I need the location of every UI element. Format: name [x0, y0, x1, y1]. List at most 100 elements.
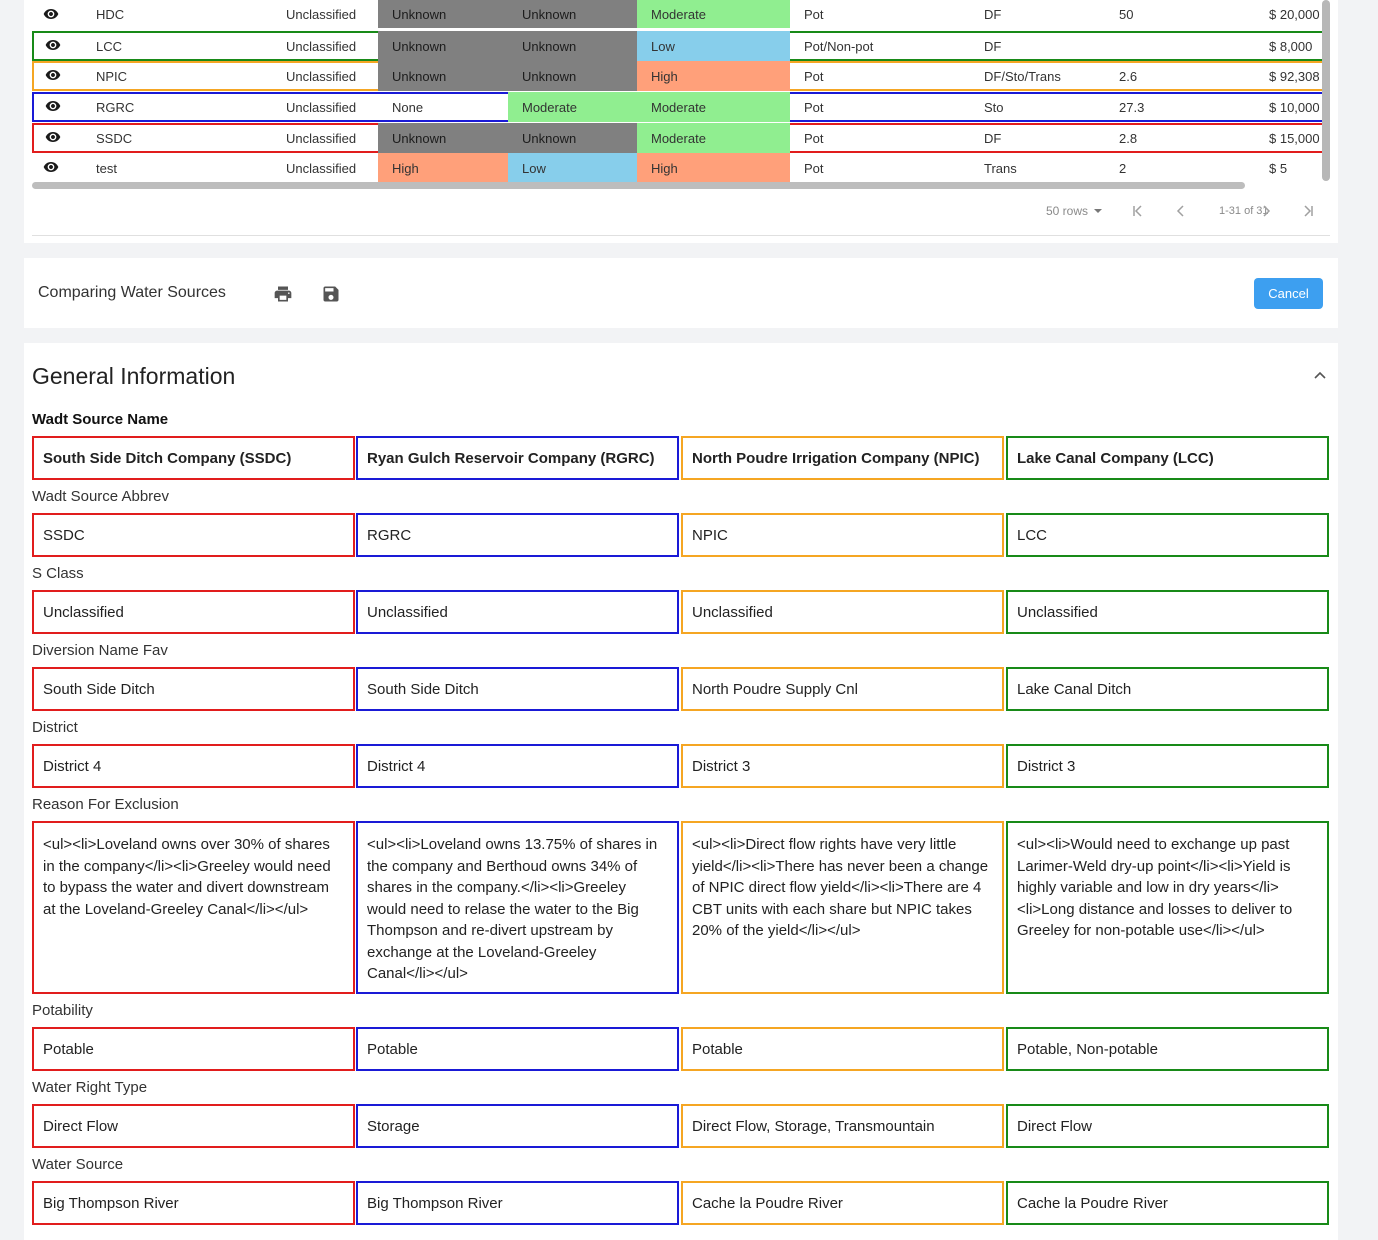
eye-icon[interactable] — [42, 67, 64, 83]
field-value-text: <ul><li>Direct flow rights have very lit… — [692, 836, 989, 939]
table-cell-pot: Pot — [804, 6, 824, 22]
field-label: Wadt Source Name — [32, 411, 169, 428]
field-value: Big Thompson River — [356, 1181, 679, 1225]
field-value-text: RGRC — [367, 526, 412, 544]
table-cell-s-class: Unclassified — [286, 99, 357, 115]
water-sources-table-card: HDC Unclassified Unknown Unknown Moderate Pot… — [24, 0, 1338, 243]
field-value: <ul><li>Would need to exchange up past L… — [1006, 821, 1329, 994]
eye-icon[interactable] — [42, 129, 64, 145]
field-value-text: District 4 — [367, 757, 426, 775]
table-row[interactable]: HDC Unclassified Unknown Unknown Moderate Pot… — [32, 0, 1322, 28]
field-value-text: Lake Canal Ditch — [1017, 680, 1132, 698]
table-cell-num: 2.6 — [1119, 68, 1138, 84]
field-value: SSDC — [32, 513, 355, 557]
field-value: Unclassified — [681, 590, 1004, 634]
cancel-button[interactable]: Cancel — [1254, 278, 1323, 309]
print-icon[interactable] — [273, 284, 293, 304]
table-row[interactable]: LCC Unclassified Unknown Unknown Low Pot/Non-… — [32, 31, 1322, 61]
table-cell-type: DF — [984, 38, 1002, 54]
previous-page-icon[interactable] — [1171, 201, 1191, 221]
table-cell-c2: Low — [508, 153, 637, 183]
field-value: Ryan Gulch Reservoir Company (RGRC) — [356, 436, 679, 480]
field-value-text: District 3 — [692, 757, 751, 775]
table-cell-c1: Unknown — [378, 61, 508, 91]
rows-per-page-label: 50 rows — [1046, 204, 1089, 218]
field-value-text: South Side Ditch Company (SSDC) — [43, 449, 292, 467]
field-value: Big Thompson River — [32, 1181, 355, 1225]
field-value-text: Big Thompson River — [367, 1194, 503, 1212]
table-cell-c3: High — [637, 153, 790, 183]
section-title: General Information — [32, 363, 236, 389]
table-cell-s-class: Unclassified — [286, 68, 357, 84]
field-value: District 4 — [32, 744, 355, 788]
field-value-text: Unclassified — [367, 603, 448, 621]
table-cell-price: $ 5 — [1269, 160, 1288, 176]
field-value: Cache la Poudre River — [681, 1181, 1004, 1225]
table-row[interactable]: RGRC Unclassified None Moderate Moderate Pot S… — [32, 92, 1322, 122]
table-cell-pot: Pot — [804, 130, 824, 146]
field-value: District 4 — [356, 744, 679, 788]
field-value: Unclassified — [32, 590, 355, 634]
field-value: South Side Ditch — [356, 667, 679, 711]
table-cell-type: DF/Sto/Trans — [984, 68, 1061, 84]
table-cell-num — [1105, 31, 1255, 61]
table-cell-c3: Moderate — [637, 0, 790, 28]
table-cell-c2: Unknown — [508, 61, 637, 91]
table-cell-c1: Unknown — [378, 31, 508, 61]
table-cell-type: DF — [984, 130, 1002, 146]
field-label: Reason For Exclusion — [32, 796, 179, 813]
page-range: 1-31 of 31 — [1219, 205, 1269, 217]
field-value: NPIC — [681, 513, 1004, 557]
table-cell-name: SSDC — [96, 130, 133, 146]
eye-icon[interactable] — [40, 6, 62, 22]
field-value: North Poudre Supply Cnl — [681, 667, 1004, 711]
next-page-icon[interactable] — [1256, 201, 1276, 221]
table-cell-price: $ 20,000 — [1269, 6, 1320, 22]
field-value-text: Cache la Poudre River — [692, 1194, 843, 1212]
eye-icon[interactable] — [40, 159, 62, 175]
field-value: South Side Ditch — [32, 667, 355, 711]
vertical-scrollbar[interactable] — [1322, 0, 1330, 181]
table-cell-name: test — [96, 160, 117, 176]
field-value-text: <ul><li>Loveland owns 13.75% of shares i… — [367, 836, 658, 982]
eye-icon[interactable] — [42, 98, 64, 114]
field-value: RGRC — [356, 513, 679, 557]
chevron-up-icon[interactable] — [1312, 368, 1328, 384]
field-value-text: North Poudre Supply Cnl — [692, 680, 858, 698]
table-cell-s-class: Unclassified — [286, 130, 357, 146]
field-value: District 3 — [1006, 744, 1329, 788]
field-value-text: Direct Flow, Storage, Transmountain — [692, 1117, 935, 1135]
table-row[interactable]: test Unclassified High Low High Pot Trans 2 $ 5 — [32, 153, 1322, 183]
first-page-icon[interactable] — [1128, 201, 1148, 221]
field-value-text: North Poudre Irrigation Company (NPIC) — [692, 449, 980, 467]
field-value: LCC — [1006, 513, 1329, 557]
table-cell-c2: Unknown — [508, 0, 637, 28]
table-cell-price: $ 92,308 — [1269, 68, 1320, 84]
field-label: Potability — [32, 1002, 93, 1019]
table-card-divider — [32, 235, 1330, 236]
table-cell-pot: Pot/Non-pot — [804, 38, 874, 54]
field-value-text: Potable, Non-potable — [1017, 1040, 1158, 1058]
field-value-text: Lake Canal Company (LCC) — [1017, 449, 1214, 467]
table-cell-price: $ 10,000 — [1269, 99, 1320, 115]
table-row[interactable]: SSDC Unclassified Unknown Unknown Moderate Po… — [32, 123, 1322, 153]
field-value-text: Cache la Poudre River — [1017, 1194, 1168, 1212]
rows-per-page-select[interactable]: 50 rows — [1046, 201, 1108, 221]
field-value: District 3 — [681, 744, 1004, 788]
table-cell-c1: High — [378, 153, 508, 183]
eye-icon[interactable] — [42, 37, 64, 53]
dropdown-arrow-icon — [1094, 209, 1103, 213]
table-cell-c2: Moderate — [508, 92, 637, 122]
table-row[interactable]: NPIC Unclassified Unknown Unknown High Pot DF/… — [32, 61, 1322, 91]
horizontal-scrollbar[interactable] — [32, 182, 1245, 189]
field-value: North Poudre Irrigation Company (NPIC) — [681, 436, 1004, 480]
save-icon[interactable] — [321, 284, 341, 304]
table-cell-c1: Unknown — [378, 123, 508, 153]
field-value: Potable — [356, 1027, 679, 1071]
field-value-text: District 3 — [1017, 757, 1076, 775]
field-value: Lake Canal Ditch — [1006, 667, 1329, 711]
table-cell-c1: None — [392, 99, 424, 115]
table-cell-s-class: Unclassified — [286, 38, 357, 54]
last-page-icon[interactable] — [1298, 201, 1318, 221]
field-value: South Side Ditch Company (SSDC) — [32, 436, 355, 480]
